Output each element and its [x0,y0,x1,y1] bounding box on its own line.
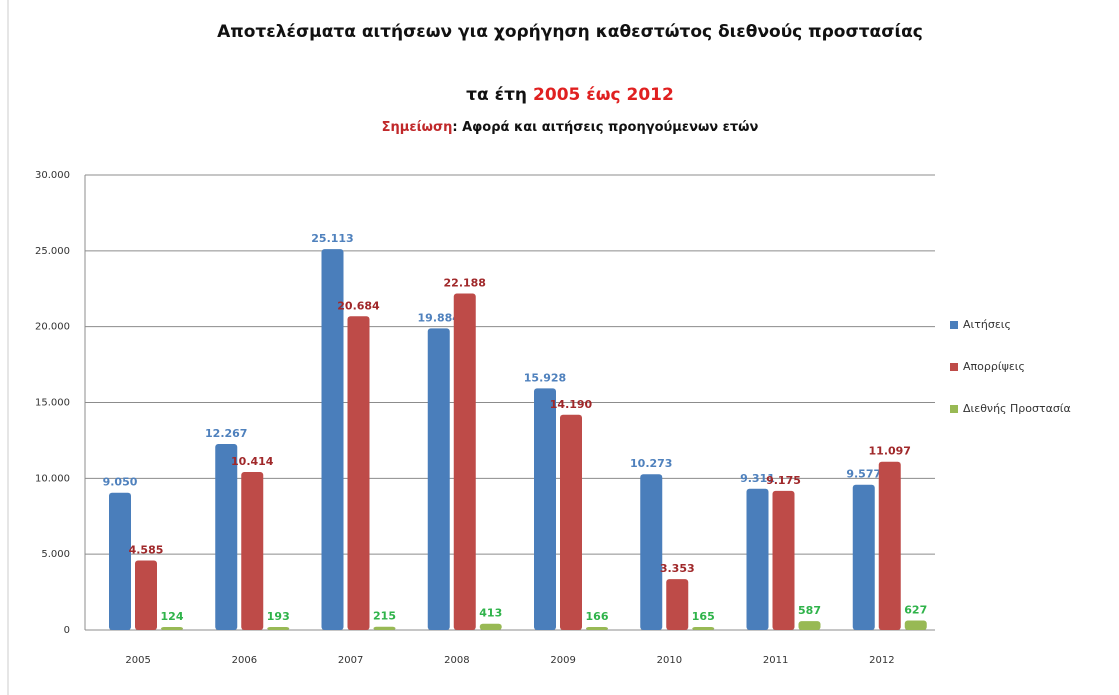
value-label: 124 [161,610,184,623]
bar [746,488,769,630]
value-label: 15.928 [524,371,566,384]
value-label: 4.585 [129,543,164,556]
bar [479,623,502,630]
value-label: 165 [692,610,715,623]
bar [215,443,238,630]
bar [852,484,875,630]
value-label: 166 [586,610,609,623]
x-tick-label: 2009 [550,655,575,666]
bar [772,490,795,630]
value-label: 9.050 [103,476,138,489]
value-label: 14.190 [550,398,593,411]
chart-subtitle: τα έτη 2005 έως 2012 [466,85,674,105]
value-label: 19.884 [418,311,461,324]
legend-label: Διεθνής Προστασία [963,402,1071,415]
bar [586,627,608,630]
legend-swatch [950,363,958,371]
bar [640,474,663,630]
value-label: 193 [267,610,290,623]
y-tick-label: 20.000 [35,322,70,333]
note-label: Σημείωση [382,120,453,135]
x-tick-label: 2005 [125,655,150,666]
value-label: 413 [479,607,502,620]
bar [267,627,290,630]
x-tick-label: 2012 [869,655,894,666]
legend-swatch [950,321,958,329]
legend-label: Αιτήσεις [963,318,1011,331]
bar [321,249,344,630]
value-label: 10.414 [231,455,274,468]
x-tick-label: 2007 [338,655,363,666]
x-tick-label: 2008 [444,655,469,666]
value-label: 587 [798,604,821,617]
subtitle-highlight: 2005 έως 2012 [533,85,674,105]
y-tick-label: 0 [64,625,70,636]
y-tick-label: 10.000 [35,473,70,484]
bar [161,627,183,630]
value-label: 20.684 [337,299,380,312]
bar [373,626,396,630]
y-tick-label: 15.000 [35,398,70,409]
value-label: 627 [904,603,927,616]
bar [453,293,476,630]
legend-label: Απορρίψεις [963,360,1025,373]
y-tick-label: 30.000 [35,170,70,181]
note-text: : Αφορά και αιτήσεις προηγούμενων ετών [452,120,758,135]
bar [560,414,582,630]
value-label: 12.267 [205,427,247,440]
bar [534,388,556,630]
chart-title: Αποτελέσματα αιτήσεων για χορήγηση καθεσ… [217,22,923,42]
bar [878,461,901,630]
y-tick-label: 5.000 [41,549,70,560]
value-label: 22.188 [444,276,486,289]
subtitle-text: τα έτη [466,85,527,105]
bar [904,620,927,630]
chart-note: Σημείωση: Αφορά και αιτήσεις προηγούμενω… [382,120,759,135]
value-label: 3.353 [660,562,695,575]
value-label: 11.097 [869,445,911,458]
bar [666,579,689,630]
value-label: 10.273 [630,457,672,470]
x-tick-label: 2011 [763,655,788,666]
value-label: 9.577 [846,468,881,481]
bar [135,560,157,630]
x-tick-label: 2010 [657,655,682,666]
value-label: 9.311 [740,472,775,485]
bar [427,328,450,630]
value-label: 215 [373,610,396,623]
y-tick-label: 25.000 [35,246,70,257]
bar [692,627,715,630]
bar [241,472,264,630]
bar [109,492,131,630]
legend-swatch [950,405,958,413]
bar [347,316,370,630]
bar [798,621,821,630]
value-label: 9.175 [766,474,801,487]
value-label: 25.113 [311,232,353,245]
x-tick-label: 2006 [232,655,257,666]
